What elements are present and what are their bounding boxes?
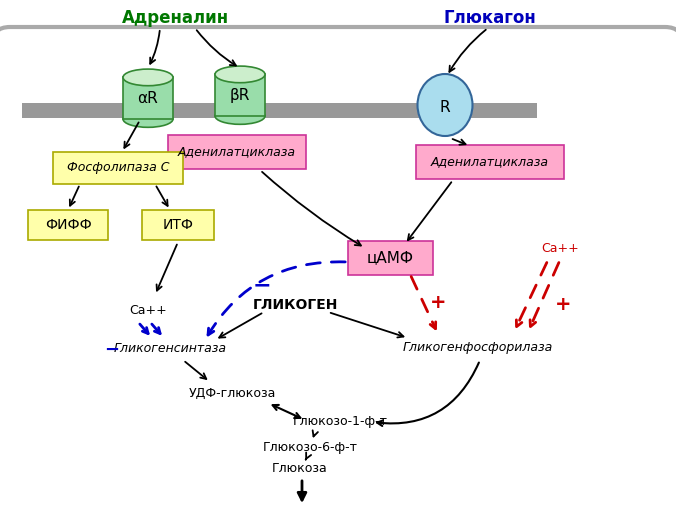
FancyArrowPatch shape xyxy=(157,245,177,291)
Text: Ca++: Ca++ xyxy=(541,241,579,254)
Bar xyxy=(22,103,537,118)
FancyArrowPatch shape xyxy=(450,30,486,72)
Text: Глюкагон: Глюкагон xyxy=(443,9,536,27)
Text: ФИФФ: ФИФФ xyxy=(45,218,91,232)
Text: Адреналин: Адреналин xyxy=(122,9,228,27)
FancyArrowPatch shape xyxy=(156,186,168,206)
FancyArrowPatch shape xyxy=(152,324,160,333)
FancyArrowPatch shape xyxy=(331,313,404,337)
FancyArrowPatch shape xyxy=(70,186,79,206)
Ellipse shape xyxy=(123,110,173,127)
Ellipse shape xyxy=(418,74,473,136)
Text: βR: βR xyxy=(230,88,250,103)
FancyArrowPatch shape xyxy=(411,277,436,329)
Text: R: R xyxy=(439,101,450,116)
FancyArrowPatch shape xyxy=(312,430,318,437)
FancyArrowPatch shape xyxy=(262,172,361,246)
Text: ГЛИКОГЕН: ГЛИКОГЕН xyxy=(252,298,338,312)
FancyArrowPatch shape xyxy=(208,262,345,335)
FancyBboxPatch shape xyxy=(347,241,433,275)
Text: +: + xyxy=(430,293,446,312)
Text: Фосфолипаза C: Фосфолипаза C xyxy=(67,162,169,174)
FancyArrowPatch shape xyxy=(197,30,236,66)
Text: αR: αR xyxy=(138,91,158,106)
FancyBboxPatch shape xyxy=(142,210,214,240)
FancyArrowPatch shape xyxy=(140,324,148,333)
Text: Гликогенфосфорилаза: Гликогенфосфорилаза xyxy=(403,342,553,354)
FancyArrowPatch shape xyxy=(377,363,479,426)
Text: цАМФ: цАМФ xyxy=(366,250,414,266)
Text: −: − xyxy=(104,341,120,359)
Ellipse shape xyxy=(215,66,265,83)
FancyArrowPatch shape xyxy=(530,263,559,327)
Text: −: − xyxy=(253,275,271,295)
FancyArrowPatch shape xyxy=(452,139,466,144)
FancyBboxPatch shape xyxy=(28,210,108,240)
Text: Гликогенсинтаза: Гликогенсинтаза xyxy=(114,342,226,354)
Text: Аденилатциклаза: Аденилатциклаза xyxy=(431,155,549,169)
FancyArrowPatch shape xyxy=(124,122,139,148)
Ellipse shape xyxy=(123,69,173,86)
Text: +: + xyxy=(555,296,571,314)
FancyArrowPatch shape xyxy=(306,453,311,460)
Text: ИТФ: ИТФ xyxy=(162,218,193,232)
FancyBboxPatch shape xyxy=(123,77,173,119)
Text: Глюкозо-6-ф-т: Глюкозо-6-ф-т xyxy=(262,442,358,455)
FancyBboxPatch shape xyxy=(416,145,564,179)
Text: Глюкоза: Глюкоза xyxy=(272,461,328,475)
FancyBboxPatch shape xyxy=(53,152,183,184)
Text: Ca++: Ca++ xyxy=(129,303,167,316)
FancyArrowPatch shape xyxy=(219,313,262,337)
FancyArrowPatch shape xyxy=(150,31,160,64)
FancyArrowPatch shape xyxy=(185,362,206,379)
FancyArrowPatch shape xyxy=(516,263,547,327)
FancyBboxPatch shape xyxy=(0,27,676,516)
Text: УДФ-глюкоза: УДФ-глюкоза xyxy=(189,386,276,399)
FancyBboxPatch shape xyxy=(215,74,265,116)
Text: Аденилатциклаза: Аденилатциклаза xyxy=(178,146,296,158)
Ellipse shape xyxy=(215,108,265,124)
FancyBboxPatch shape xyxy=(168,135,306,169)
FancyArrowPatch shape xyxy=(408,182,452,240)
FancyArrowPatch shape xyxy=(298,481,306,500)
Text: Глюкозо-1-ф-т: Глюкозо-1-ф-т xyxy=(293,415,387,428)
